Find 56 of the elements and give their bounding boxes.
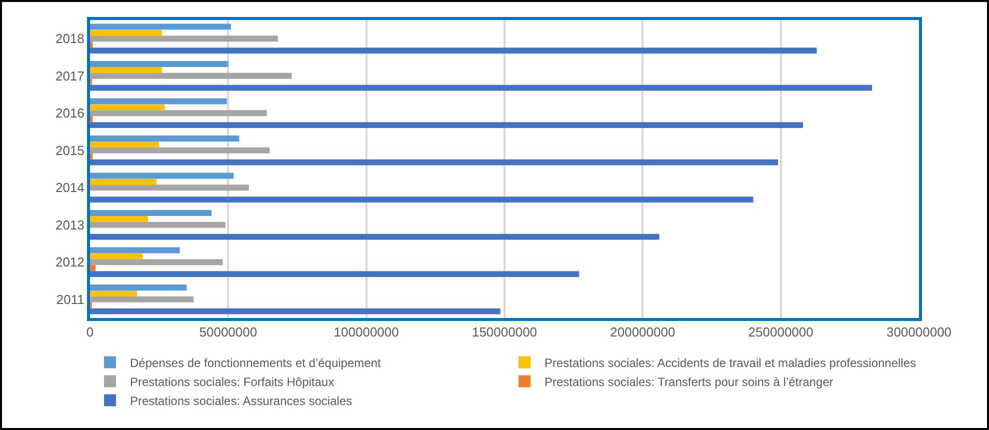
bar [90, 222, 226, 228]
bar [90, 247, 180, 254]
bar [90, 36, 278, 42]
bar [90, 24, 231, 30]
bar [90, 98, 227, 104]
bar [90, 135, 240, 142]
x-tick-label: 0 [86, 324, 94, 340]
bar [90, 296, 194, 302]
y-tick-label: 2017 [55, 68, 84, 84]
bar [90, 72, 292, 79]
bar [90, 42, 93, 48]
bar [90, 60, 228, 67]
bar [90, 308, 500, 314]
y-tick-label: 2015 [55, 142, 84, 158]
bar [90, 172, 234, 179]
bar [90, 253, 142, 260]
bar [90, 196, 754, 203]
bar [90, 271, 580, 278]
bar [90, 184, 249, 191]
bar [90, 210, 212, 216]
legend-label: Prestations sociales: Transferts pour soins à l’étranger [544, 374, 834, 389]
bar [90, 284, 187, 290]
bar [90, 265, 96, 272]
x-tick-label: 300000000 [886, 324, 952, 340]
y-tick-label: 2018 [55, 31, 84, 46]
legend-label: Prestations sociales: Assurances sociales [130, 394, 352, 408]
bar [90, 159, 778, 166]
x-tick-label: 250000000 [748, 324, 814, 340]
y-tick-label: 2013 [55, 217, 84, 232]
bar [90, 147, 270, 154]
y-tick-label: 2012 [55, 254, 84, 270]
legend-label: Dépenses de fonctionnements et d’équipement [130, 356, 382, 370]
x-tick-label: 50000000 [199, 324, 258, 340]
bar [90, 153, 93, 160]
legend-label: Prestations sociales: Forfaits Hôpitaux [130, 374, 334, 389]
bar [90, 290, 137, 296]
bar [90, 84, 872, 91]
legend-label: Prestations sociales: Accidents de travail et maladies professionnelles [544, 356, 916, 370]
bar [90, 259, 223, 266]
bar [90, 110, 267, 116]
bar [90, 104, 165, 110]
bar [90, 234, 660, 240]
bar [90, 216, 148, 222]
bar [90, 122, 803, 128]
x-tick-label: 100000000 [334, 324, 399, 340]
bar [90, 141, 160, 148]
bar [90, 66, 162, 73]
bar [90, 116, 93, 122]
x-tick-label: 150000000 [472, 324, 538, 340]
bar [90, 30, 162, 36]
x-tick-label: 200000000 [610, 324, 676, 340]
y-tick-label: 2014 [55, 180, 84, 196]
bar [90, 48, 817, 54]
y-tick-label: 2016 [55, 106, 84, 121]
bar [90, 178, 156, 185]
y-tick-label: 2011 [56, 292, 84, 307]
